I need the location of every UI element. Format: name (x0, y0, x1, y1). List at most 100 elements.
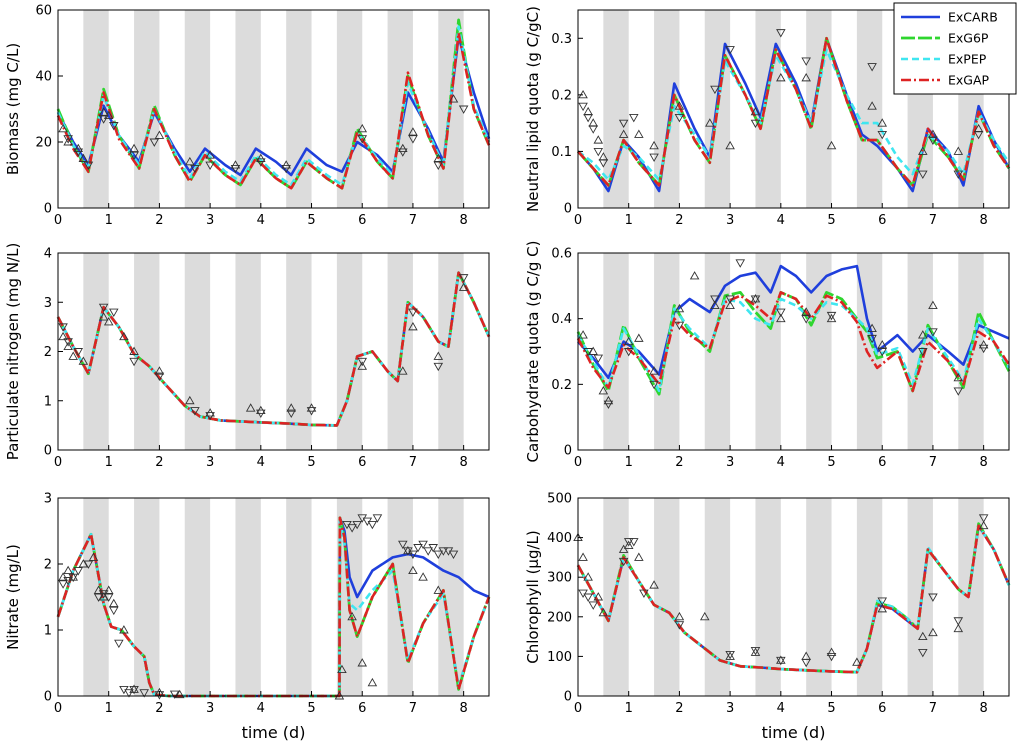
obs-point-down (281, 164, 291, 174)
obs-point-up (634, 552, 644, 561)
y-tick-label: 40 (35, 70, 52, 85)
series-ExCARB (56, 516, 490, 698)
obs-point-down (953, 170, 964, 179)
obs-point-up (826, 140, 837, 150)
y-tick-label: 300 (547, 571, 572, 586)
obs-point-down (98, 303, 109, 313)
series-ExGAP (576, 524, 1011, 674)
obs-point-down (877, 348, 888, 357)
obs-point-down (129, 685, 139, 695)
obs-point-down (725, 295, 735, 304)
obs-point-down (347, 524, 357, 533)
obs-point-down (306, 407, 317, 416)
x-tick-label: 0 (54, 455, 62, 470)
obs-point-up (403, 545, 413, 555)
obs-point-down (68, 573, 78, 583)
series-ExG6P (576, 522, 1011, 674)
obs-point-down (623, 538, 634, 547)
x-tick-label: 0 (54, 213, 62, 228)
obs-point-down (230, 164, 241, 174)
obs-point-up (725, 140, 735, 150)
obs-point-up (119, 625, 129, 634)
obs-point-up (750, 106, 761, 116)
obs-point-down (618, 557, 629, 567)
obs-point-down (649, 153, 659, 162)
plot-frame (57, 9, 490, 209)
x-tick-label: 6 (358, 701, 366, 716)
obs-point-up (634, 333, 644, 342)
obs-point-down (801, 315, 811, 324)
night-band (907, 498, 933, 696)
obs-point-up (593, 592, 604, 601)
obs-point-down (725, 46, 735, 55)
obs-point-down (583, 348, 593, 357)
night-band (235, 498, 261, 696)
x-tick-label: 1 (105, 455, 113, 470)
obs-point-down (710, 295, 720, 304)
obs-point-down (735, 259, 746, 268)
x-tick-label: 4 (777, 455, 785, 470)
night-band (286, 253, 312, 450)
obs-point-down (776, 656, 786, 666)
obs-point-up (649, 580, 659, 589)
obs-point-down (918, 348, 928, 357)
obs-point-down (578, 102, 588, 112)
obs-point-down (629, 114, 639, 123)
legend-label-ExG6P: ExG6P (948, 31, 989, 46)
obs-point-up (928, 627, 938, 637)
obs-point-down (801, 57, 811, 66)
obs-point-down (583, 114, 593, 123)
y-tick-label: 500 (547, 492, 572, 507)
obs-point-up (98, 312, 109, 321)
obs-point-up (674, 611, 685, 621)
obs-point-up (699, 611, 710, 621)
series-ExGAP (56, 516, 491, 698)
obs-point-up (357, 123, 368, 133)
series-ExGAP (56, 31, 491, 190)
night-band (134, 253, 160, 450)
obs-point-up (583, 572, 593, 581)
obs-point-up (852, 657, 862, 666)
obs-point-up (63, 565, 73, 575)
x-tick-label: 3 (206, 213, 214, 228)
legend-label-ExCARB: ExCARB (948, 10, 998, 25)
obs-point-up (593, 135, 604, 144)
y-tick-label: 0.2 (551, 88, 572, 103)
obs-point-down (169, 690, 180, 699)
obs-point-up (185, 395, 195, 405)
x-tick-label: 0 (574, 455, 582, 470)
obs-point-down (750, 119, 761, 129)
obs-point-up (623, 336, 634, 346)
obs-point-up (801, 307, 811, 316)
plot-frame (57, 252, 490, 451)
series-ExCARB (56, 35, 491, 177)
obs-point-up (58, 123, 68, 133)
obs-point-up (129, 346, 139, 355)
x-tick-label: 4 (777, 701, 785, 716)
x-tick-label: 8 (980, 455, 988, 470)
obs-point-down (124, 689, 134, 698)
x-tick-label: 0 (574, 213, 582, 228)
x-tick-label: 8 (460, 213, 468, 228)
night-band (603, 10, 629, 208)
x-tick-label: 7 (929, 455, 937, 470)
obs-point-down (73, 148, 84, 157)
x-tick-label: 1 (625, 455, 633, 470)
obs-point-down (674, 114, 685, 123)
obs-point-up (649, 366, 659, 375)
x-tick-label: 4 (257, 455, 265, 470)
obs-point-up (953, 146, 964, 155)
x-tick-label: 7 (409, 701, 417, 716)
night-band (755, 10, 781, 208)
obs-point-down (357, 357, 368, 367)
y-tick-label: 0.2 (551, 378, 572, 393)
obs-point-up (750, 294, 761, 303)
night-band (235, 10, 261, 208)
obs-point-up (583, 106, 593, 116)
night-band (806, 498, 832, 696)
x-tick-label: 2 (675, 213, 683, 228)
obs-point-up (689, 271, 700, 280)
y-tick-label: 2 (44, 345, 52, 360)
obs-point-down (588, 125, 598, 134)
obs-point-down (978, 344, 989, 354)
